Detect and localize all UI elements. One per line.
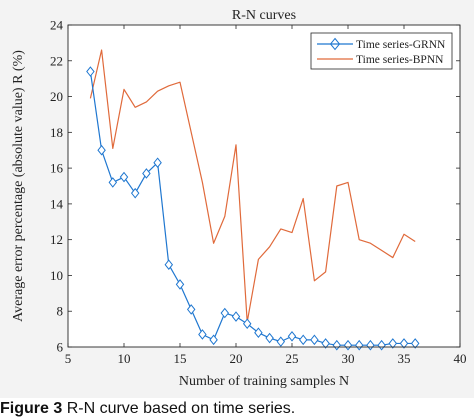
- chart-title: R-N curves: [232, 8, 296, 23]
- grnn-point: [332, 339, 342, 351]
- grnn-point: [164, 259, 174, 271]
- plot-background: [68, 25, 460, 347]
- grnn-point: [388, 338, 398, 349]
- y-tick-label: 10: [50, 268, 63, 283]
- grnn-point: [97, 144, 106, 156]
- x-tick-label: 15: [174, 351, 187, 366]
- grnn-point: [410, 338, 420, 349]
- grnn-point: [86, 66, 95, 77]
- grnn-point: [142, 168, 151, 179]
- grnn-point: [231, 311, 241, 322]
- x-tick-label: 20: [230, 351, 243, 366]
- grnn-point: [186, 304, 196, 315]
- grnn-point: [265, 332, 274, 344]
- grnn-point: [354, 339, 364, 351]
- x-axis-label: Number of training samples N: [179, 374, 349, 389]
- grnn-point: [298, 334, 308, 346]
- grnn-point: [399, 338, 409, 349]
- grnn-point: [287, 330, 297, 342]
- grnn-point: [254, 327, 263, 338]
- y-tick-label: 24: [50, 18, 64, 33]
- grnn-point: [276, 336, 286, 347]
- legend: Time series-GRNN Time series-BPNN: [310, 32, 453, 70]
- y-axis-label: Average error percentage (absolute value…: [11, 50, 26, 322]
- legend-bpnn-label: Time series-BPNN: [356, 54, 444, 66]
- y-tick-label: 20: [50, 89, 63, 104]
- grnn-point: [220, 307, 230, 319]
- grnn-point: [377, 339, 386, 351]
- x-tick-label: 25: [286, 351, 299, 366]
- x-tick-label: 5: [65, 351, 72, 366]
- grnn-point: [366, 339, 375, 351]
- grnn-point: [130, 187, 140, 199]
- legend-grnn-label: Time series-GRNN: [356, 39, 446, 51]
- grnn-point: [108, 177, 118, 188]
- grnn-point: [153, 157, 162, 169]
- figure-caption: Figure 3 R-N curve based on time series.: [0, 398, 474, 419]
- chart-figure: R-N curves 5 10 15 20 25 30 35 40 6 8 10 12 14 16 18 20…: [0, 0, 474, 398]
- caption-label: Figure 3: [0, 400, 63, 417]
- x-tick-label: 30: [342, 351, 355, 366]
- y-tick-label: 18: [50, 125, 63, 140]
- x-tick-label: 35: [398, 351, 411, 366]
- grnn-point: [209, 334, 218, 346]
- x-tick-label: 40: [454, 351, 467, 366]
- series-layer: [86, 49, 420, 351]
- series-line-bpnn: [89, 49, 416, 323]
- x-tick-label: 10: [118, 351, 131, 366]
- y-tick-label: 12: [50, 232, 63, 247]
- grnn-point: [119, 171, 129, 183]
- chart-canvas: R-N curves 5 10 15 20 25 30 35 40 6 8 10 12 14 16 18 20…: [11, 8, 467, 389]
- legend-grnn-marker-icon: [329, 37, 341, 51]
- y-tick-label: 8: [57, 304, 64, 319]
- y-tick-label: 14: [50, 196, 64, 211]
- axis-ticks: 5 10 15 20 25 30 35 40 6 8 10 12 14 16 18 20 22 24: [50, 18, 467, 367]
- grnn-point: [198, 329, 207, 340]
- grnn-point: [242, 318, 252, 330]
- grnn-point: [321, 338, 330, 349]
- y-tick-label: 6: [57, 340, 64, 355]
- y-tick-label: 22: [50, 53, 63, 68]
- grnn-point: [343, 339, 353, 351]
- grnn-point: [175, 279, 185, 290]
- caption-text: R-N curve based on time series.: [66, 400, 296, 417]
- y-tick-label: 16: [50, 161, 64, 176]
- plot-frame: [67, 24, 461, 348]
- grnn-point: [310, 334, 319, 346]
